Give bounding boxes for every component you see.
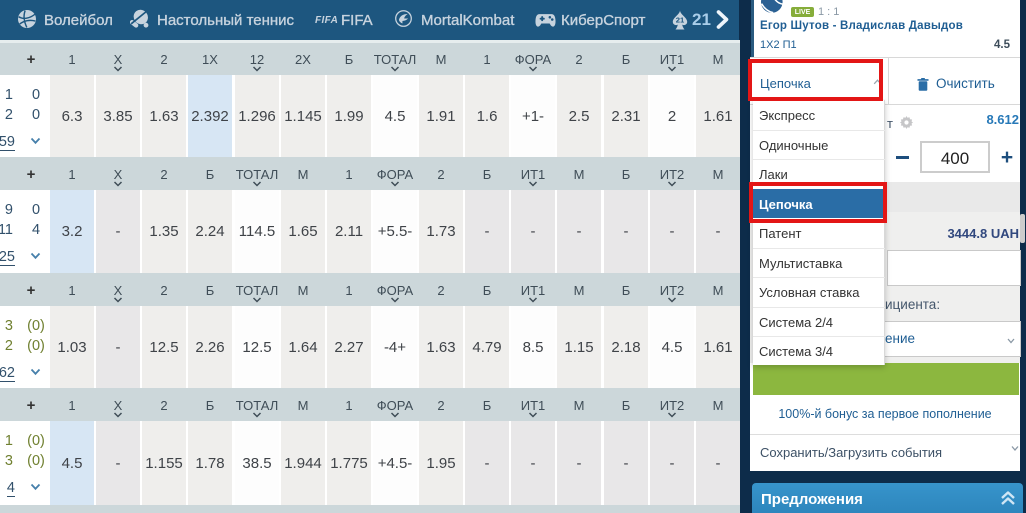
svg-text:21: 21 [676,16,685,25]
